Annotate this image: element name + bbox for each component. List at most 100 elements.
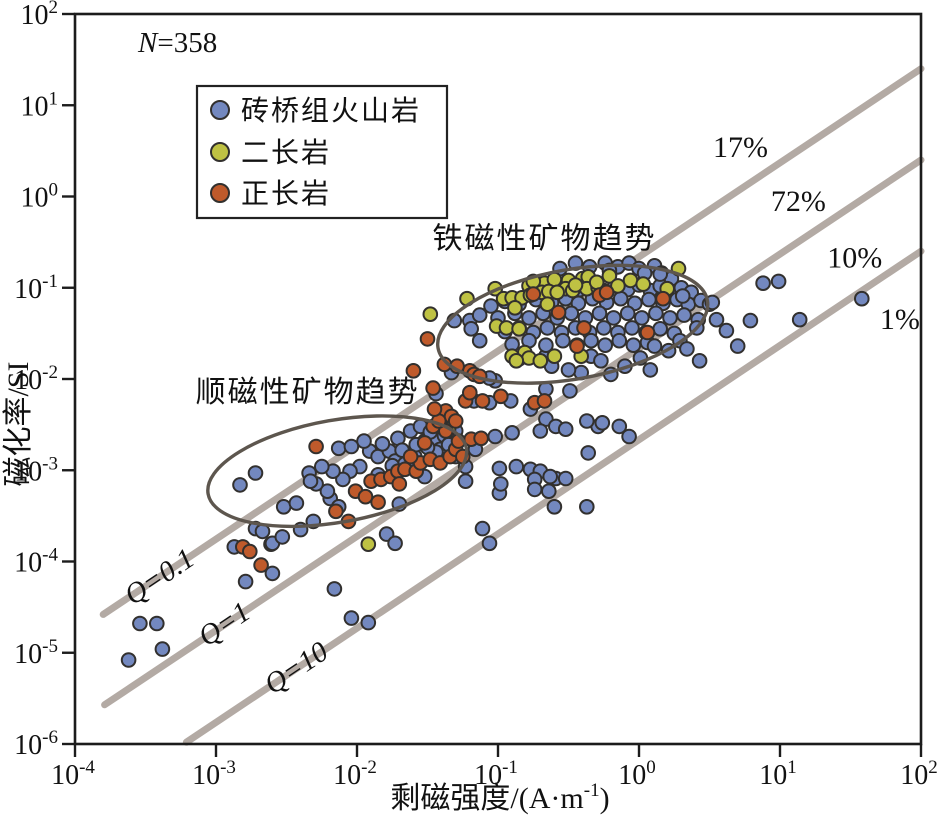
data-point — [247, 465, 264, 481]
data-point — [473, 430, 489, 447]
data-point — [525, 286, 542, 302]
data-point — [648, 305, 664, 322]
q-line-label-1: Q=1 — [193, 596, 257, 653]
data-point — [471, 307, 488, 323]
data-point — [583, 332, 599, 349]
data-point — [511, 321, 527, 337]
data-point — [557, 421, 574, 438]
paramagnetic-trend-label: 顺磁性矿物趋势 — [196, 376, 420, 409]
data-point — [593, 353, 609, 369]
data-point — [483, 298, 499, 314]
data-point — [425, 380, 441, 396]
data-point — [538, 337, 554, 354]
data-point — [718, 322, 735, 339]
data-point — [729, 338, 746, 354]
data-point — [591, 305, 608, 322]
legend-box — [195, 84, 449, 220]
data-point — [550, 304, 567, 321]
data-point — [462, 384, 478, 401]
y-tick-label: 100 — [21, 180, 59, 214]
data-point — [532, 423, 549, 439]
legend-marker-volcanic — [210, 100, 230, 120]
data-point — [326, 581, 343, 597]
data-point — [854, 290, 870, 307]
data-point — [504, 425, 520, 441]
data-point — [319, 483, 336, 500]
q-line-label-0.1: Q=0.1 — [119, 542, 201, 611]
data-point — [634, 310, 650, 326]
data-point — [526, 481, 543, 498]
data-point — [624, 320, 640, 336]
data-point — [328, 503, 344, 520]
percent-label-10: 10% — [827, 242, 882, 275]
data-point — [546, 499, 563, 515]
data-point — [742, 312, 759, 329]
x-tick-label: 10-2 — [333, 757, 377, 791]
data-point — [402, 448, 419, 465]
data-point — [641, 291, 657, 308]
legend-marker-monzonite — [210, 142, 230, 162]
x-tick-label: 10-4 — [51, 757, 95, 791]
data-point — [149, 615, 165, 632]
data-point — [419, 331, 436, 347]
y-tick-label: 10-4 — [14, 545, 58, 579]
data-point — [625, 337, 642, 354]
data-point — [567, 277, 584, 293]
data-point — [493, 476, 509, 492]
data-point — [691, 353, 708, 369]
series-正长岩 — [235, 284, 671, 573]
data-point — [360, 614, 377, 631]
data-point — [314, 458, 330, 475]
data-point — [557, 470, 574, 487]
data-point — [652, 321, 669, 337]
legend-label-volcanic: 砖桥组火山岩 — [241, 95, 421, 127]
data-point — [288, 495, 305, 511]
trend-ellipse-1 — [206, 414, 469, 529]
x-tick-label: 101 — [759, 757, 797, 791]
data-point — [275, 499, 292, 515]
trend-ellipse-0 — [436, 263, 710, 385]
data-point — [508, 458, 525, 475]
data-point — [474, 520, 491, 537]
data-point — [426, 401, 443, 417]
data-point — [422, 306, 439, 323]
legend-marker-syenite — [210, 183, 230, 203]
data-point — [770, 273, 787, 290]
data-point — [662, 310, 678, 326]
data-point — [562, 383, 578, 399]
data-point — [491, 460, 508, 477]
data-point — [274, 529, 291, 545]
sample-count-value: =358 — [157, 27, 217, 59]
sample-count-label: N=358 — [137, 27, 217, 59]
data-point — [541, 483, 557, 500]
data-point — [642, 362, 659, 378]
data-point — [237, 573, 254, 590]
data-point — [576, 320, 592, 336]
data-point — [539, 296, 556, 313]
data-point — [596, 320, 612, 336]
q-line-label-10: Q=10 — [259, 635, 335, 701]
data-point — [507, 300, 523, 316]
data-point — [549, 284, 566, 301]
data-point — [569, 338, 585, 354]
data-point — [536, 393, 553, 409]
data-point — [655, 290, 671, 307]
sample-count-n: N — [137, 27, 159, 59]
scatter-points — [120, 255, 870, 668]
data-point — [335, 471, 351, 488]
percent-label-1: 1% — [880, 303, 920, 336]
data-point — [676, 307, 692, 323]
data-point — [708, 311, 725, 328]
data-point — [463, 321, 480, 337]
data-point — [546, 348, 563, 365]
data-point — [343, 610, 360, 626]
data-point — [356, 433, 372, 449]
data-point — [474, 393, 491, 409]
x-tick-label: 102 — [900, 757, 938, 791]
legend: 砖桥组火山岩 二长岩 正长岩 — [195, 84, 449, 220]
data-point — [579, 499, 595, 515]
data-point — [610, 278, 626, 294]
data-point — [242, 543, 258, 560]
trend-ellipses — [206, 263, 710, 529]
